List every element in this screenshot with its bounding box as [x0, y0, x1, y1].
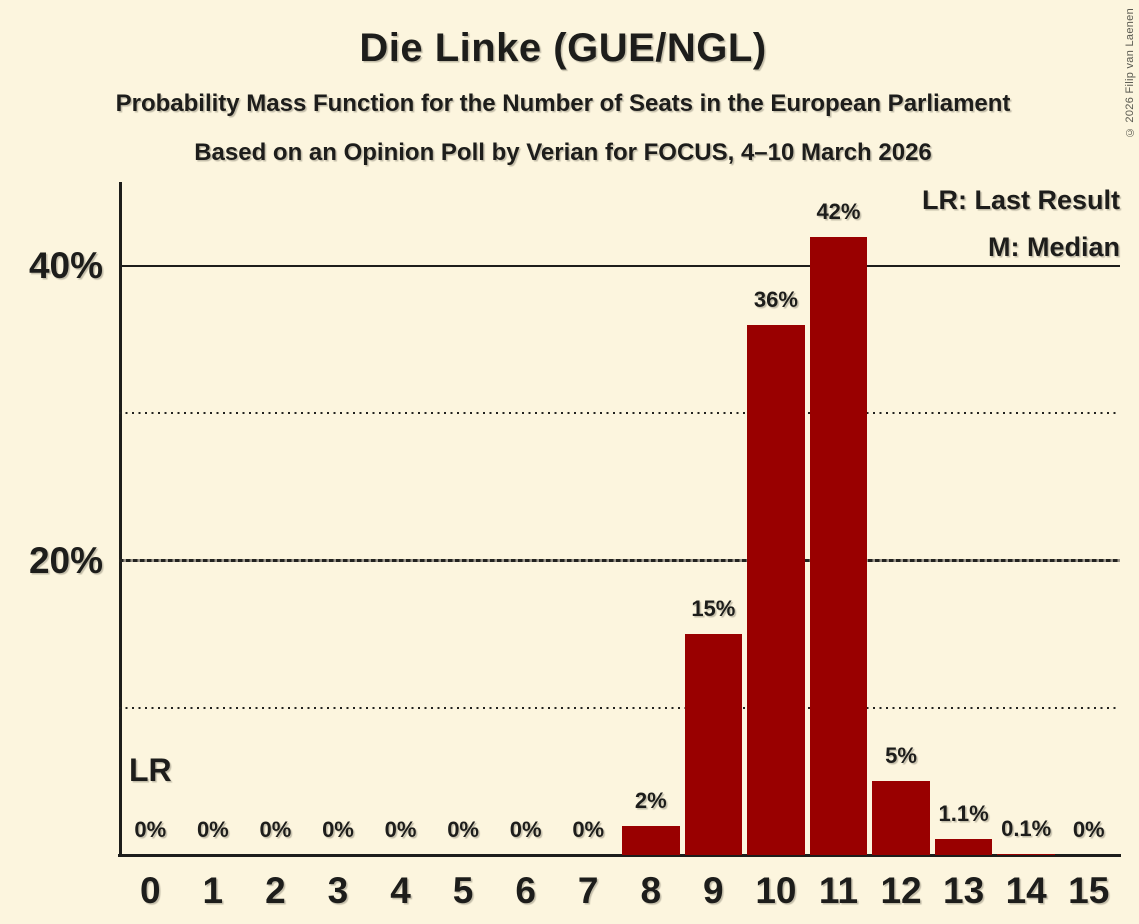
chart-title: Die Linke (GUE/NGL)	[359, 26, 767, 70]
x-tick-label-3: 3	[327, 870, 349, 911]
bar-value-label-seat-0: 0%	[134, 817, 167, 842]
x-tick-label-9: 9	[703, 870, 724, 911]
x-tick-label-8: 8	[640, 870, 662, 911]
plot-area: LR M 0%0%0%0%0%0%0%0%2%15%36%42%5%1.1%0.…	[119, 182, 1120, 855]
bar-seat-11	[809, 236, 868, 855]
gridline-20pct	[119, 558, 1120, 562]
chart-subtitle-poll: Based on an Opinion Poll by Verian for F…	[194, 139, 932, 166]
bar-value-label-seat-5: 0%	[447, 817, 479, 842]
x-tick-label-0: 0	[139, 870, 161, 911]
legend-median: M: Median	[988, 232, 1120, 262]
x-tick-label-1: 1	[202, 870, 224, 911]
bar-value-label-seat-9: 15%	[691, 596, 736, 622]
bar-value-label-seat-11: 42%	[816, 198, 861, 224]
bar-seat-9	[684, 634, 743, 855]
x-tick-label-5: 5	[452, 870, 474, 911]
bar-value-label-seat-1: 0%	[196, 817, 229, 842]
bar-value-label-seat-15: 0%	[1072, 817, 1105, 842]
y-axis-label-40pct: 40%	[28, 245, 103, 286]
bar-value-label-seat-3: 0%	[322, 817, 354, 842]
bar-value-label-seat-13: 1.1%	[938, 800, 989, 826]
bar-value-label-seat-12: 5%	[885, 743, 917, 769]
y-axis-line	[119, 182, 122, 857]
bar-value-label-seat-8: 2%	[634, 787, 667, 813]
x-tick-label-14: 14	[1005, 870, 1047, 911]
copyright-notice: © 2026 Filip van Laenen	[1124, 8, 1136, 139]
bar-value-label-seat-2: 0%	[259, 817, 292, 842]
bar-value-label-seat-6: 0%	[509, 817, 542, 842]
x-tick-label-15: 15	[1068, 870, 1110, 911]
bar-value-label-seat-7: 0%	[572, 817, 605, 842]
x-tick-label-6: 6	[515, 870, 536, 911]
x-tick-label-2: 2	[265, 870, 286, 911]
gridline-30pct	[119, 412, 1120, 415]
bar-value-label-seat-14: 0.1%	[1001, 815, 1052, 841]
bar-seat-13	[934, 838, 993, 855]
x-tick-label-7: 7	[577, 870, 599, 911]
x-axis-line	[118, 854, 1121, 857]
x-tick-label-11: 11	[818, 870, 859, 911]
last-result-marker: LR	[128, 752, 172, 788]
legend-last-result: LR: Last Result	[921, 185, 1120, 215]
bar-seat-10	[747, 324, 805, 855]
gridline-10pct	[119, 706, 1120, 709]
x-tick-label-13: 13	[943, 870, 985, 911]
x-tick-label-12: 12	[880, 870, 922, 911]
x-tick-label-10: 10	[755, 870, 797, 911]
bar-seat-12	[872, 781, 930, 855]
x-tick-label-4: 4	[390, 870, 411, 911]
chart-subtitle-pmf: Probability Mass Function for the Number…	[115, 90, 1011, 117]
bar-value-label-seat-4: 0%	[384, 817, 417, 842]
bar-seat-8	[622, 825, 680, 855]
bar-seat-14	[997, 853, 1055, 855]
bar-value-label-seat-10: 36%	[753, 286, 798, 312]
gridline-40pct	[119, 264, 1120, 267]
y-axis-label-20pct: 20%	[28, 539, 103, 581]
